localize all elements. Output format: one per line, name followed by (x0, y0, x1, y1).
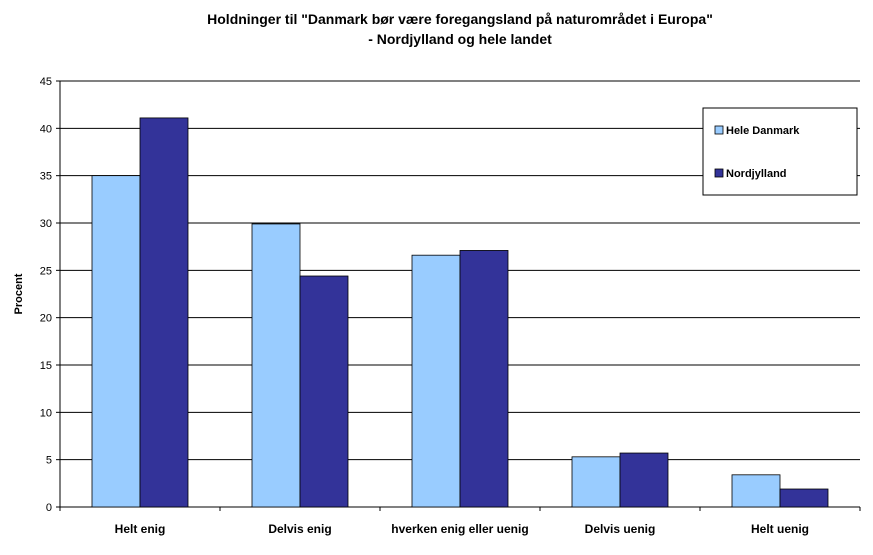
legend-box (702, 107, 858, 196)
legend-swatch (714, 125, 724, 135)
x-tick-label: Helt enig (114, 522, 166, 536)
chart-subtitle: - Nordjylland og hele landet (368, 31, 552, 47)
x-tick-label: Helt uenig (750, 522, 809, 536)
bar (299, 275, 349, 508)
y-tick-label: 5 (46, 455, 52, 467)
y-tick-label: 15 (40, 360, 52, 372)
y-tick-label: 0 (46, 502, 52, 514)
legend-label: Hele Danmark (726, 125, 800, 137)
legend-label: Nordjylland (726, 168, 787, 180)
bar (779, 488, 829, 508)
y-tick-label: 25 (40, 265, 52, 277)
bar (619, 452, 669, 508)
x-tick-label: Delvis enig (268, 522, 332, 536)
chart-title: Holdninger til "Danmark bør være foregan… (207, 11, 713, 27)
bar (139, 117, 189, 508)
bar (731, 474, 781, 508)
x-tick-label: Delvis uenig (584, 522, 656, 536)
bar (571, 456, 621, 508)
y-tick-label: 20 (40, 313, 52, 325)
y-tick-label: 30 (40, 218, 52, 230)
y-tick-label: 45 (40, 76, 52, 88)
x-tick-label: hverken enig eller uenig (391, 522, 529, 536)
y-tick-label: 10 (40, 407, 52, 419)
bar (459, 250, 509, 508)
y-axis-label: Procent (13, 273, 25, 314)
bar (251, 223, 301, 508)
y-tick-label: 35 (40, 171, 52, 183)
bar (411, 254, 461, 508)
y-tick-label: 40 (40, 123, 52, 135)
bar (91, 175, 141, 508)
legend-swatch (714, 168, 724, 178)
